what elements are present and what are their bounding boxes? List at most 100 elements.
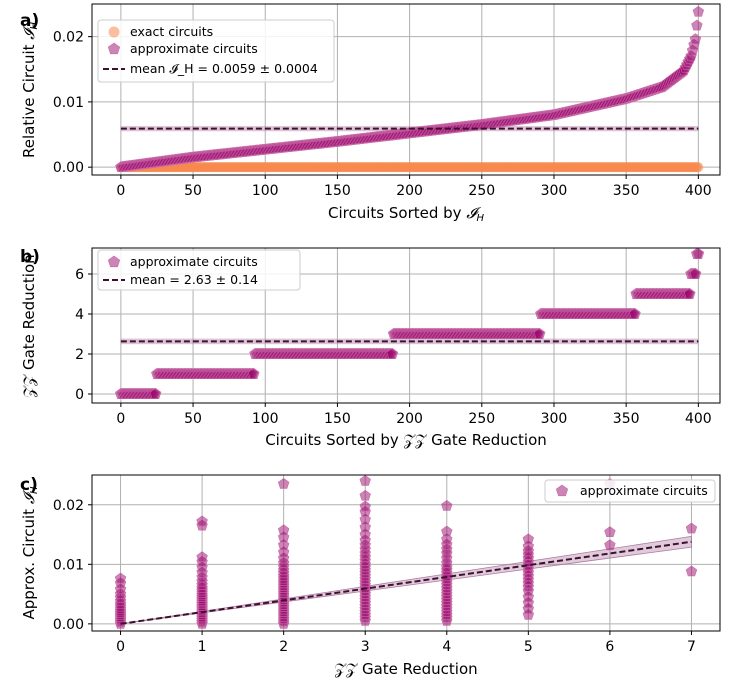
legend-approx-label-c: approximate circuits — [580, 483, 708, 498]
approx-point — [247, 367, 260, 379]
x-tick-label: 100 — [252, 411, 279, 427]
panel-b-ylabel: 𝒵𝒵 Gate Reduction — [20, 254, 38, 397]
approx-point — [196, 515, 208, 527]
legend-approx-marker — [107, 255, 121, 268]
panel-a-ylabel: Relative Circuit 𝓘H — [20, 22, 40, 158]
x-tick-label: 3 — [361, 639, 370, 655]
legend-exact-label: exact circuits — [130, 24, 213, 39]
legend-approx-marker — [107, 42, 121, 55]
y-tick-label: 0.02 — [53, 30, 84, 46]
approx-point — [692, 5, 705, 17]
panel-c-fit-line — [120, 540, 692, 625]
legend-mean-label: mean 𝓘_H = 0.0059 ± 0.0004 — [130, 61, 318, 76]
panel-a-approximate-points — [115, 5, 705, 172]
x-tick-label: 250 — [468, 411, 495, 427]
panel-a-legend: exact circuits approximate circuits mean… — [97, 19, 335, 83]
x-tick-label: 5 — [524, 639, 533, 655]
approx-point — [604, 539, 616, 551]
panel-b: 0 50 100 150 200 250 300 350 400 0 2 4 6 b) Circuits… — [20, 247, 721, 449]
panel-b-xlabel: Circuits Sorted by 𝒵𝒵 Gate Reduction — [265, 431, 547, 449]
x-tick-label: 350 — [613, 183, 640, 199]
legend-approx-marker — [555, 484, 569, 497]
panel-a-ticks: 0 50 100 150 200 250 300 350 400 0.00 0.01 0.02 — [53, 30, 712, 199]
panel-b-legend: approximate circuits mean = 2.63 ± 0.14 — [97, 249, 301, 291]
panel-c-ylabel: Approx. Circuit 𝓘H — [20, 486, 40, 619]
panel-c-legend: approximate circuits — [544, 479, 716, 503]
approx-point — [689, 267, 702, 279]
x-tick-label: 150 — [324, 411, 351, 427]
panel-c-xlabel: 𝒵𝒵 Gate Reduction — [334, 660, 477, 678]
x-tick-label: 200 — [396, 411, 423, 427]
y-tick-label: 0.01 — [53, 95, 84, 111]
panel-a-exact-points — [115, 162, 704, 173]
legend-mean-label-b: mean = 2.63 ± 0.14 — [130, 272, 258, 287]
x-tick-label: 6 — [605, 639, 614, 655]
x-tick-label: 400 — [685, 183, 712, 199]
panel-b-ticks: 0 50 100 150 200 250 300 350 400 0 2 4 6 — [75, 267, 712, 427]
x-tick-label: 300 — [541, 411, 568, 427]
x-tick-label: 4 — [442, 639, 451, 655]
x-tick-label: 0 — [116, 411, 125, 427]
panel-b-label: b) — [20, 247, 40, 267]
legend-pentagon — [107, 255, 121, 268]
approx-point — [196, 551, 208, 563]
approx-point — [277, 524, 290, 536]
panel-b-approximate-points — [115, 247, 705, 399]
legend-approx-label-b: approximate circuits — [130, 254, 258, 269]
x-tick-label: 200 — [396, 183, 423, 199]
approx-point — [692, 247, 705, 259]
approx-point — [683, 287, 696, 299]
panel-b-axes-frame — [91, 247, 721, 404]
y-tick-label: 6 — [75, 267, 84, 283]
approx-point — [359, 500, 371, 512]
panel-c-axes-frame — [91, 474, 721, 632]
fit-line — [120, 540, 692, 625]
panel-c-ticks: 0 1 2 3 4 5 6 7 0.00 0.01 0.02 — [53, 498, 696, 655]
approx-point — [533, 327, 546, 339]
legend-approx-label: approximate circuits — [130, 41, 258, 56]
y-tick-label: 2 — [75, 347, 84, 363]
y-tick-label: 0.01 — [53, 557, 84, 573]
approx-point — [685, 565, 698, 577]
panel-a-label: a) — [20, 11, 39, 31]
x-tick-label: 400 — [685, 411, 712, 427]
approx-point — [359, 489, 371, 501]
approx-point — [441, 499, 453, 511]
x-tick-label: 1 — [198, 639, 207, 655]
x-tick-label: 150 — [324, 183, 351, 199]
legend-pentagon — [107, 42, 121, 55]
exact-point — [693, 162, 704, 173]
legend-pentagon — [555, 484, 569, 497]
approx-point — [114, 572, 127, 584]
y-tick-label: 0 — [75, 387, 84, 403]
x-tick-label: 50 — [184, 411, 202, 427]
panel-c-label: c) — [20, 475, 38, 495]
x-tick-label: 350 — [613, 411, 640, 427]
x-tick-label: 250 — [468, 183, 495, 199]
y-tick-label: 0.00 — [53, 617, 84, 633]
x-tick-label: 2 — [279, 639, 288, 655]
approx-point — [691, 19, 703, 31]
approx-point — [277, 477, 290, 489]
approx-point — [604, 526, 616, 537]
approx-point — [386, 347, 399, 359]
approx-point — [522, 533, 535, 545]
legend-exact-marker — [108, 26, 120, 38]
x-tick-label: 300 — [541, 183, 568, 199]
panel-a-xlabel: Circuits Sorted by 𝓘H — [328, 204, 484, 224]
x-tick-label: 50 — [184, 183, 202, 199]
y-tick-label: 4 — [75, 307, 84, 323]
x-tick-label: 7 — [687, 639, 696, 655]
approx-point — [685, 522, 698, 534]
approx-point — [441, 525, 453, 537]
panel-c-approximate-points — [114, 474, 698, 629]
x-tick-label: 0 — [116, 183, 125, 199]
panel-a-axes-frame — [91, 3, 721, 176]
panel-c: 0 1 2 3 4 5 6 7 0.00 0.01 0.02 c) 𝒵𝒵 Gate Reductio… — [20, 474, 721, 678]
approx-point — [689, 33, 702, 45]
y-tick-label: 0.00 — [53, 160, 84, 176]
x-tick-label: 0 — [116, 639, 125, 655]
approx-point — [149, 387, 162, 399]
